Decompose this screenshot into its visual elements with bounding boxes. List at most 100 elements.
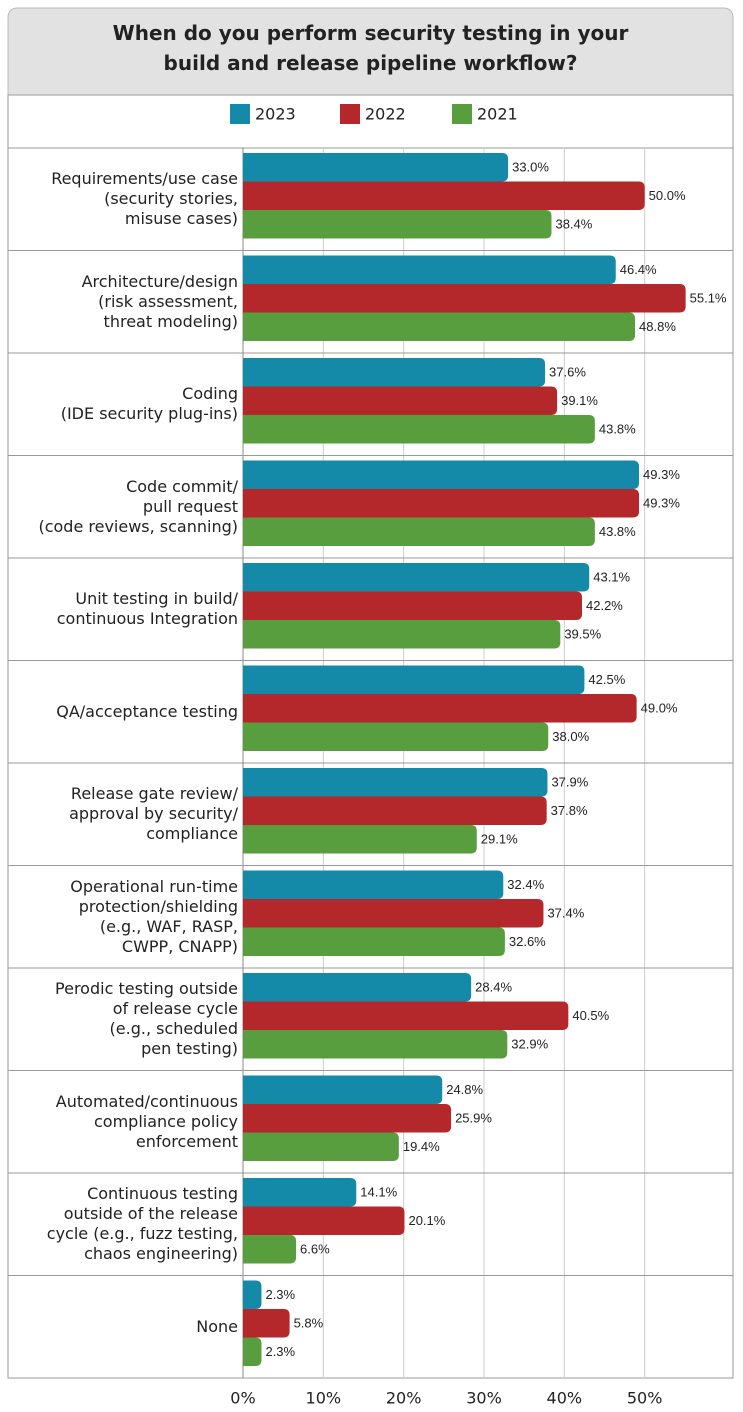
value-label: 37.9% — [551, 775, 588, 790]
bar — [243, 796, 547, 825]
category-label: Perodic testing outside of release cycle… — [55, 979, 238, 1059]
bar — [243, 665, 585, 694]
category-label: Requirements/use case (security stories,… — [51, 169, 238, 229]
bar — [243, 517, 595, 546]
category-label: Code commit/ pull request (code reviews,… — [38, 476, 238, 536]
value-label: 42.5% — [588, 672, 625, 687]
value-label: 2.3% — [265, 1287, 295, 1302]
value-label: 37.4% — [547, 906, 584, 921]
value-label: 43.8% — [599, 422, 636, 437]
value-label: 32.9% — [511, 1037, 548, 1052]
bar — [243, 1337, 262, 1366]
value-label: 50.0% — [649, 188, 686, 203]
category-label: Operational run-time protection/shieldin… — [70, 876, 238, 956]
legend-label: 2021 — [477, 105, 518, 124]
value-label: 20.1% — [408, 1213, 445, 1228]
value-label: 37.8% — [551, 803, 588, 818]
value-label: 2.3% — [265, 1344, 295, 1359]
value-label: 38.0% — [552, 729, 589, 744]
value-label: 49.3% — [643, 467, 680, 482]
bar — [243, 460, 640, 489]
bar — [243, 973, 472, 1002]
value-label: 5.8% — [294, 1316, 324, 1331]
x-tick-label: 10% — [306, 1389, 342, 1408]
category-label: Release gate review/ approval by securit… — [69, 784, 238, 844]
bar — [243, 1206, 405, 1235]
x-tick-label: 0% — [230, 1389, 255, 1408]
value-label: 32.6% — [509, 934, 546, 949]
category-label: Continuous testing outside of the releas… — [46, 1184, 238, 1264]
bar — [243, 210, 552, 239]
value-label: 28.4% — [475, 980, 512, 995]
value-label: 24.8% — [446, 1082, 483, 1097]
value-label: 43.1% — [593, 570, 630, 585]
bar — [243, 181, 645, 210]
value-label: 55.1% — [690, 291, 727, 306]
value-label: 38.4% — [555, 217, 592, 232]
legend-label: 2022 — [365, 105, 406, 124]
value-label: 19.4% — [403, 1139, 440, 1154]
bar — [243, 1075, 443, 1104]
title-box — [7, 7, 734, 96]
value-label: 33.0% — [512, 160, 549, 175]
x-tick-label: 40% — [547, 1389, 583, 1408]
category-label: Automated/continuous compliance policy e… — [55, 1091, 238, 1151]
bar — [243, 153, 509, 182]
value-label: 43.8% — [599, 524, 636, 539]
bar — [243, 899, 544, 928]
bar — [243, 255, 616, 284]
bar — [243, 1280, 262, 1309]
bar — [243, 825, 477, 854]
bar — [243, 1001, 569, 1030]
bar — [243, 1104, 452, 1133]
value-label: 39.1% — [561, 393, 598, 408]
legend-swatch — [340, 104, 360, 124]
value-label: 42.2% — [586, 598, 623, 613]
legend-swatch — [452, 104, 472, 124]
value-label: 49.3% — [643, 496, 680, 511]
bar — [243, 312, 636, 341]
category-label: Architecture/design (risk assessment, th… — [81, 271, 238, 331]
x-tick-label: 20% — [386, 1389, 422, 1408]
bar — [243, 768, 548, 797]
chart-title: When do you perform security testing in … — [112, 21, 629, 75]
bar — [243, 591, 583, 620]
bar — [243, 620, 561, 649]
bar — [243, 722, 549, 751]
category-label: QA/acceptance testing — [56, 701, 238, 721]
value-label: 14.1% — [360, 1185, 397, 1200]
value-label: 48.8% — [639, 319, 676, 334]
x-tick-label: 30% — [466, 1389, 502, 1408]
value-label: 29.1% — [481, 832, 518, 847]
value-label: 39.5% — [564, 627, 601, 642]
value-label: 6.6% — [300, 1242, 330, 1257]
bar — [243, 284, 686, 313]
value-label: 49.0% — [641, 701, 678, 716]
category-label: Coding (IDE security plug-ins) — [60, 384, 238, 424]
bar — [243, 694, 637, 723]
value-label: 32.4% — [507, 877, 544, 892]
value-label: 40.5% — [572, 1008, 609, 1023]
bar — [243, 870, 504, 899]
bar — [243, 415, 595, 444]
bar — [243, 1235, 297, 1264]
legend-swatch — [230, 104, 250, 124]
bar — [243, 927, 505, 956]
bar — [243, 563, 590, 592]
value-label: 37.6% — [549, 365, 586, 380]
category-label: None — [196, 1316, 238, 1336]
bar — [243, 489, 640, 518]
value-label: 25.9% — [455, 1111, 492, 1126]
category-label: Unit testing in build/ continuous Integr… — [56, 589, 238, 629]
bar — [243, 358, 546, 387]
bar — [243, 386, 558, 415]
bar — [243, 1309, 290, 1338]
bar — [243, 1132, 399, 1161]
value-label: 46.4% — [620, 262, 657, 277]
x-tick-label: 50% — [627, 1389, 663, 1408]
legend-label: 2023 — [255, 105, 296, 124]
bar — [243, 1030, 508, 1059]
bar — [243, 1178, 357, 1207]
